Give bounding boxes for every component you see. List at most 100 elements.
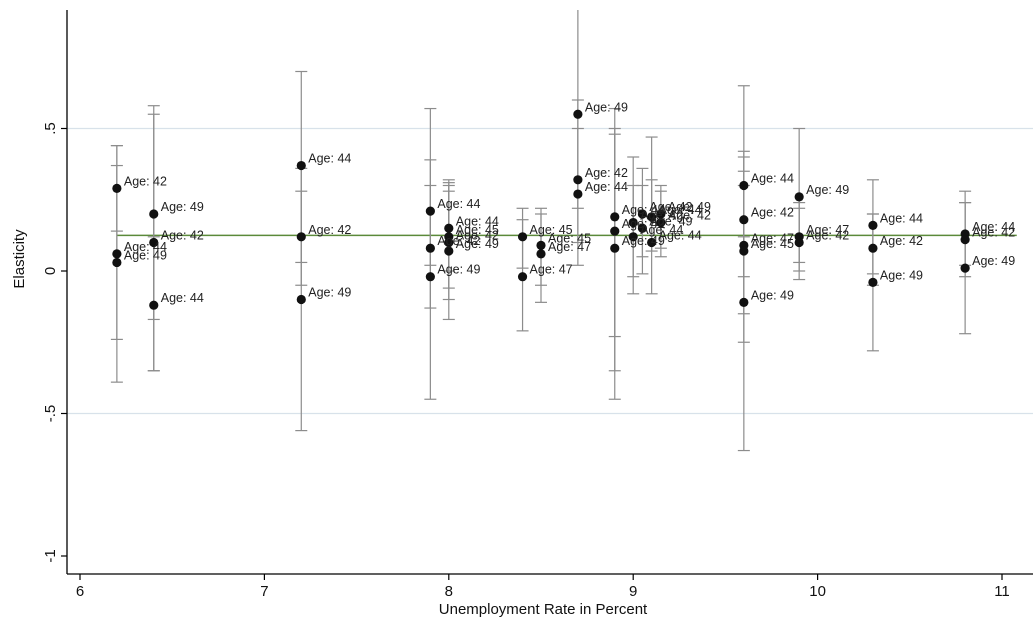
data-point <box>868 220 878 230</box>
point-label: Age: 42 <box>585 166 628 180</box>
point-label: Age: 47 <box>751 231 794 245</box>
data-point <box>112 183 122 193</box>
data-point <box>794 192 804 202</box>
point-label: Age: 44 <box>640 223 683 237</box>
point-label: Age: 47 <box>548 240 591 254</box>
point-label: Age: 49 <box>124 248 167 262</box>
point-label: Age: 49 <box>806 183 849 197</box>
y-tick-label: -.5 <box>42 405 59 423</box>
point-label: Age: 45 <box>456 223 499 237</box>
data-point <box>112 257 122 268</box>
data-point <box>536 249 546 259</box>
point-label: Age: 49 <box>585 100 628 114</box>
data-point <box>425 272 435 282</box>
point-label: Age: 47 <box>806 223 849 237</box>
data-point <box>149 300 159 310</box>
point-label: Age: 44 <box>124 240 167 254</box>
point-label: Age: 49 <box>649 214 692 228</box>
y-tick-label: -1 <box>42 549 59 562</box>
point-label: Age: 42 <box>806 229 849 243</box>
point-label: Age: 49 <box>972 254 1015 268</box>
point-label: Age: 44 <box>659 203 702 217</box>
point-label: Age: 44 <box>622 203 665 217</box>
point-label: Age: 49 <box>668 200 711 214</box>
data-point <box>628 232 638 242</box>
point-label: Age: 47 <box>530 263 573 277</box>
data-point <box>868 243 878 253</box>
data-point <box>637 209 648 219</box>
data-point <box>610 243 620 253</box>
point-label: Age: 44 <box>308 152 351 166</box>
x-tick-label: 11 <box>994 583 1010 600</box>
data-point <box>112 249 122 259</box>
data-point <box>610 212 620 222</box>
point-label: Age: 42 <box>622 217 665 231</box>
data-points <box>112 109 970 310</box>
y-tick-label: 0 <box>42 267 59 275</box>
point-label: Age: 44 <box>880 211 923 225</box>
data-point <box>960 263 970 273</box>
point-label: Age: 42 <box>751 206 794 220</box>
data-point <box>296 294 306 305</box>
point-label: Age: 45 <box>751 237 794 251</box>
data-point <box>296 232 306 242</box>
point-label: Age: 42 <box>308 223 351 237</box>
data-point <box>425 243 435 253</box>
x-tick-label: 10 <box>809 583 826 600</box>
y-tick-label: .5 <box>42 122 59 135</box>
data-point <box>444 237 454 248</box>
data-point <box>610 226 620 236</box>
data-point <box>656 217 666 228</box>
point-label: Age: 42 <box>437 234 480 248</box>
x-axis-title: Unemployment Rate in Percent <box>439 601 648 618</box>
data-point <box>296 160 306 171</box>
point-label: Age: 49 <box>880 268 923 282</box>
point-label: Age: 44 <box>659 229 702 243</box>
point-label: Age: 42 <box>880 234 923 248</box>
axes: .5 0 -.5 -1 6 7 8 9 10 11 <box>42 10 1033 600</box>
x-tick-label: 7 <box>260 583 268 600</box>
grid-lines <box>67 127 1033 415</box>
data-point <box>628 217 638 228</box>
data-point <box>149 237 159 248</box>
data-point <box>868 277 878 287</box>
point-label: Age: 49 <box>622 234 665 248</box>
data-point <box>425 206 435 216</box>
point-label: Age: 44 <box>437 197 480 211</box>
point-label: Age: 44 <box>456 214 499 228</box>
point-label: Age: 49 <box>456 237 499 251</box>
point-label: Age: 49 <box>751 288 794 302</box>
data-point <box>517 232 528 242</box>
data-point <box>794 237 804 248</box>
data-point <box>739 215 749 225</box>
data-point <box>517 272 528 282</box>
data-point <box>647 212 657 222</box>
point-label: Age: 42 <box>640 209 683 223</box>
data-point <box>149 209 159 219</box>
data-point <box>573 189 583 199</box>
point-label: Age: 49 <box>161 200 204 214</box>
point-label: Age: 42 <box>972 226 1015 240</box>
data-point <box>739 246 749 256</box>
data-point <box>637 223 648 233</box>
point-label: Age: 42 <box>649 200 692 214</box>
data-point <box>444 246 454 256</box>
point-label: Age: 44 <box>751 172 794 186</box>
point-label: Age: 44 <box>585 180 628 194</box>
data-point <box>573 175 583 185</box>
data-point <box>647 237 657 248</box>
point-label: Age: 49 <box>308 286 351 300</box>
point-label: Age: 44 <box>972 220 1015 234</box>
point-label: Age: 42 <box>124 174 167 188</box>
data-point <box>739 297 749 307</box>
point-label: Age: 45 <box>548 231 591 245</box>
data-point <box>656 209 666 219</box>
data-point <box>573 109 583 119</box>
point-label: Age: 42 <box>456 229 499 243</box>
point-label: Age: 42 <box>161 229 204 243</box>
data-point <box>444 223 454 233</box>
data-point <box>536 240 546 250</box>
point-label: Age: 42 <box>668 209 711 223</box>
